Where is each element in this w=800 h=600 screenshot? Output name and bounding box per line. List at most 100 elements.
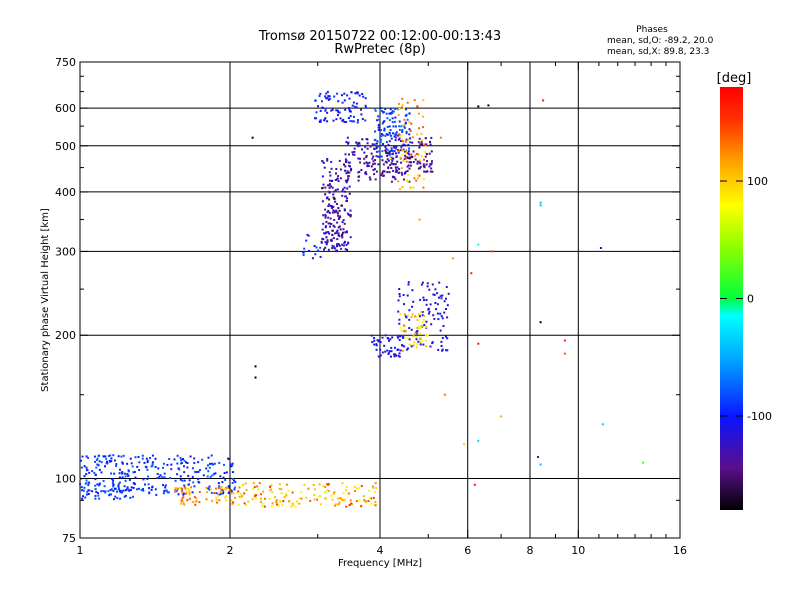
echo-point — [390, 355, 392, 358]
echo-point — [191, 467, 194, 470]
echo-point — [112, 489, 115, 492]
echo-point — [163, 490, 166, 492]
x-tick-label: 16 — [673, 544, 687, 557]
echo-point — [91, 490, 94, 493]
echo-point — [351, 104, 354, 107]
echo-point — [398, 120, 401, 123]
echo-point — [539, 201, 542, 204]
echo-point — [321, 100, 323, 103]
echo-point — [341, 234, 343, 237]
echo-point — [86, 490, 89, 493]
echo-point — [375, 147, 378, 150]
echo-point — [426, 160, 428, 163]
echo-point — [347, 177, 350, 180]
echo-point — [345, 231, 348, 234]
echo-point — [380, 173, 383, 176]
echo-point — [147, 483, 150, 486]
echo-point — [100, 490, 103, 493]
echo-point — [227, 486, 230, 489]
echo-point — [123, 472, 126, 475]
echo-point — [159, 474, 162, 477]
echo-point — [347, 175, 350, 178]
echo-point — [401, 106, 404, 109]
echo-point — [401, 349, 404, 352]
echo-point — [121, 461, 124, 464]
echo-point — [333, 95, 336, 98]
echo-point — [410, 315, 413, 318]
colorbar-ticks: 100 0 -100 — [720, 175, 772, 423]
echo-point — [287, 489, 290, 492]
echo-point — [122, 489, 125, 492]
echo-point — [360, 113, 363, 116]
echo-point — [439, 136, 442, 139]
echo-points — [79, 90, 645, 508]
echo-point — [373, 162, 376, 165]
echo-point — [422, 343, 425, 346]
echo-point — [395, 147, 397, 150]
echo-point — [347, 141, 350, 144]
echo-point — [445, 349, 448, 352]
echo-point — [357, 119, 359, 122]
echo-point — [407, 283, 410, 286]
echo-point — [348, 107, 350, 109]
echo-point — [303, 483, 306, 486]
echo-point — [429, 170, 432, 173]
echo-point — [186, 499, 189, 502]
echo-point — [388, 132, 391, 135]
echo-point — [332, 245, 335, 248]
echo-point — [404, 330, 407, 333]
echo-point — [369, 145, 372, 148]
echo-point — [394, 116, 397, 119]
echo-point — [354, 92, 357, 95]
echo-point — [381, 351, 384, 354]
echo-point — [341, 236, 344, 239]
echo-point — [416, 319, 419, 321]
echo-point — [190, 486, 192, 489]
echo-point — [208, 485, 211, 488]
echo-point — [375, 142, 378, 145]
echo-point — [126, 486, 129, 489]
echo-point — [397, 102, 400, 105]
echo-point — [348, 504, 351, 507]
echo-point — [102, 480, 105, 482]
echo-point — [345, 243, 348, 246]
echo-point — [183, 484, 186, 487]
echo-point — [345, 505, 348, 508]
echo-point — [376, 119, 379, 122]
echo-point — [400, 134, 403, 137]
echo-point — [409, 137, 412, 140]
echo-point — [421, 139, 423, 142]
echo-point — [379, 107, 382, 110]
echo-point — [142, 478, 145, 481]
echo-point — [338, 209, 341, 212]
echo-point — [110, 472, 112, 475]
echo-point — [395, 354, 397, 357]
echo-point — [421, 311, 424, 313]
echo-point — [383, 344, 386, 347]
echo-point — [303, 247, 306, 250]
echo-point — [389, 134, 392, 137]
echo-point — [419, 337, 422, 340]
echo-point — [386, 349, 389, 352]
echo-point — [158, 475, 161, 478]
echo-point — [425, 299, 428, 301]
echo-point — [94, 494, 97, 497]
echo-point — [347, 117, 350, 119]
echo-point — [398, 352, 401, 355]
echo-point — [415, 179, 418, 182]
echo-point — [414, 332, 417, 335]
echo-point — [382, 163, 385, 166]
echo-point — [364, 104, 367, 107]
echo-point — [132, 486, 135, 489]
echo-point — [181, 491, 183, 494]
echo-point — [334, 189, 337, 192]
echo-point — [185, 490, 188, 493]
echo-point — [477, 439, 480, 442]
echo-point — [322, 161, 325, 164]
colorbar-gradient — [720, 87, 743, 510]
echo-point — [213, 492, 216, 495]
echo-point — [370, 334, 373, 337]
echo-point — [357, 487, 360, 490]
echo-point — [417, 153, 420, 156]
echo-point — [387, 143, 390, 146]
